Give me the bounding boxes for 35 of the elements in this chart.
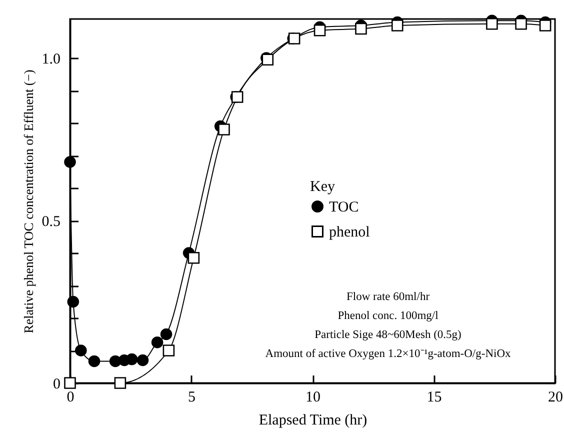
legend-label: phenol (329, 224, 370, 240)
x-tick-label: 0 (66, 390, 74, 406)
point (188, 252, 200, 264)
point (218, 124, 230, 136)
x-tick-label: 5 (188, 390, 196, 406)
x-tick-label: 10 (306, 390, 320, 406)
point (67, 296, 80, 308)
legend-label: TOC (329, 200, 359, 216)
x-tick-label: 20 (548, 390, 563, 406)
point (160, 328, 172, 340)
point (515, 18, 527, 30)
point (136, 354, 149, 366)
annotation: Particle Sige 48~60Mesh (0.5g) (314, 329, 462, 341)
annotation: Flow rate 60ml/hr (346, 291, 430, 303)
x-tick-label: 15 (426, 390, 442, 406)
point (126, 353, 138, 366)
point (151, 336, 164, 348)
y-tick-label: 0 (53, 376, 60, 392)
y-tick-label: 1.0 (42, 52, 60, 68)
annotation: Amount of active Oxygen 1.2×10⁻¹g-atom-O/g-NiOx (265, 348, 511, 360)
point (114, 377, 126, 389)
point (75, 344, 87, 356)
point (391, 20, 404, 32)
annotation: Phenol conc. 100mg/l (338, 310, 438, 322)
point (539, 20, 552, 32)
point (355, 22, 367, 35)
point (486, 18, 498, 30)
y-axis-title: Relative phenol TOC concentration of Effluent (−) (20, 70, 36, 334)
point (314, 24, 326, 36)
point (88, 355, 100, 368)
y-tick-label: 0.5 (42, 214, 60, 230)
legend-title: Key (310, 179, 336, 195)
point (64, 156, 76, 168)
x-axis-title: Elapsed Time (hr) (258, 412, 368, 428)
point (162, 344, 175, 356)
